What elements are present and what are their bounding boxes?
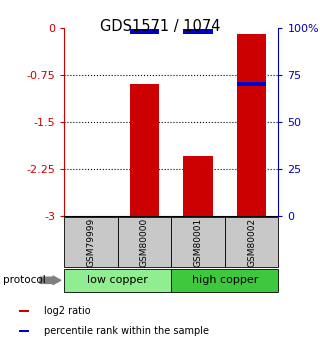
Text: high copper: high copper (192, 275, 258, 285)
Text: GSM79999: GSM79999 (86, 218, 95, 267)
Text: protocol: protocol (3, 275, 46, 285)
Bar (130, 84, 159, 216)
Bar (19, 330, 29, 332)
FancyBboxPatch shape (171, 269, 278, 292)
Text: log2 ratio: log2 ratio (44, 306, 91, 316)
Text: GSM80001: GSM80001 (194, 218, 203, 267)
Bar (130, 29, 159, 33)
FancyBboxPatch shape (64, 269, 171, 292)
Text: percentile rank within the sample: percentile rank within the sample (44, 326, 209, 336)
Text: GDS1571 / 1074: GDS1571 / 1074 (100, 19, 220, 34)
Bar (237, 34, 266, 216)
Bar (237, 82, 266, 86)
Text: GSM80000: GSM80000 (140, 218, 149, 267)
Bar (183, 29, 213, 33)
Bar (19, 310, 29, 312)
FancyBboxPatch shape (64, 217, 118, 267)
FancyBboxPatch shape (118, 217, 171, 267)
Text: low copper: low copper (87, 275, 148, 285)
Text: GSM80002: GSM80002 (247, 218, 256, 267)
FancyBboxPatch shape (225, 217, 278, 267)
FancyBboxPatch shape (171, 217, 225, 267)
Bar (183, 156, 213, 216)
